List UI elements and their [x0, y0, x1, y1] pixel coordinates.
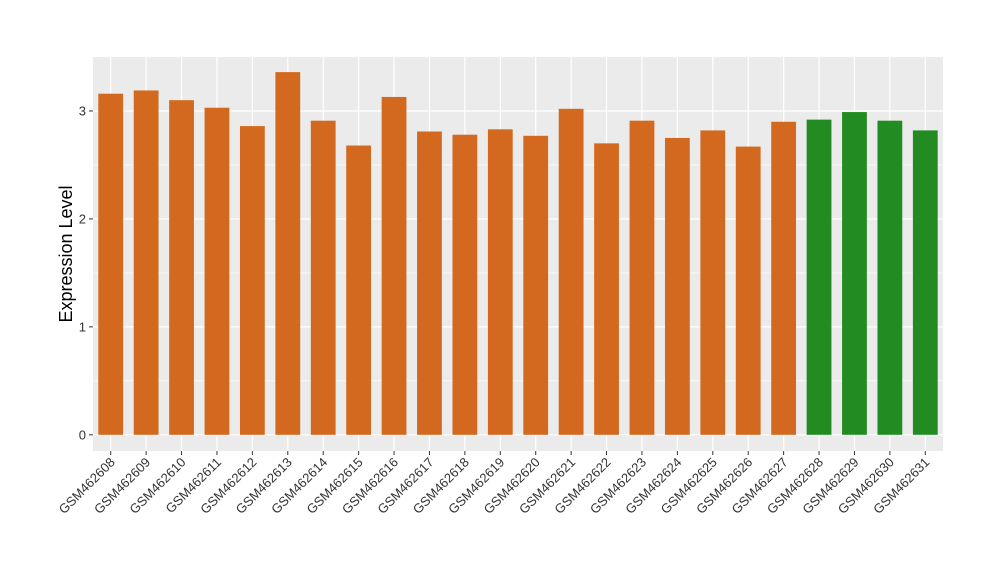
bar-GSM462629 [842, 112, 867, 435]
bar-GSM462619 [488, 129, 513, 434]
bar-GSM462610 [169, 100, 194, 435]
bar-GSM462611 [205, 108, 230, 435]
bar-GSM462624 [665, 138, 690, 435]
bar-GSM462620 [523, 136, 548, 435]
bar-GSM462614 [311, 121, 336, 435]
y-tick-label: 3 [79, 103, 86, 118]
bar-GSM462626 [736, 147, 761, 435]
bar-GSM462631 [913, 130, 938, 434]
bar-GSM462608 [98, 94, 123, 435]
bar-GSM462630 [877, 121, 902, 435]
bar-GSM462628 [807, 120, 832, 435]
bar-GSM462627 [771, 122, 796, 435]
bar-GSM462612 [240, 126, 265, 435]
y-tick-label: 1 [79, 319, 86, 334]
y-axis-title: Expression Level [56, 185, 76, 322]
bar-GSM462613 [275, 72, 300, 435]
bar-GSM462621 [559, 109, 584, 435]
bar-GSM462622 [594, 143, 619, 434]
bar-GSM462616 [382, 97, 407, 435]
y-tick-label: 2 [79, 211, 86, 226]
bar-GSM462609 [134, 90, 159, 434]
bar-GSM462615 [346, 146, 371, 435]
bar-GSM462617 [417, 131, 442, 434]
y-tick-label: 0 [79, 427, 86, 442]
bar-GSM462623 [630, 121, 655, 435]
y-axis: 0 1 2 3 [79, 103, 93, 442]
x-axis: GSM462608GSM462609GSM462610GSM462611GSM4… [56, 451, 933, 517]
bar-GSM462625 [700, 130, 725, 434]
bar-GSM462618 [452, 135, 477, 435]
